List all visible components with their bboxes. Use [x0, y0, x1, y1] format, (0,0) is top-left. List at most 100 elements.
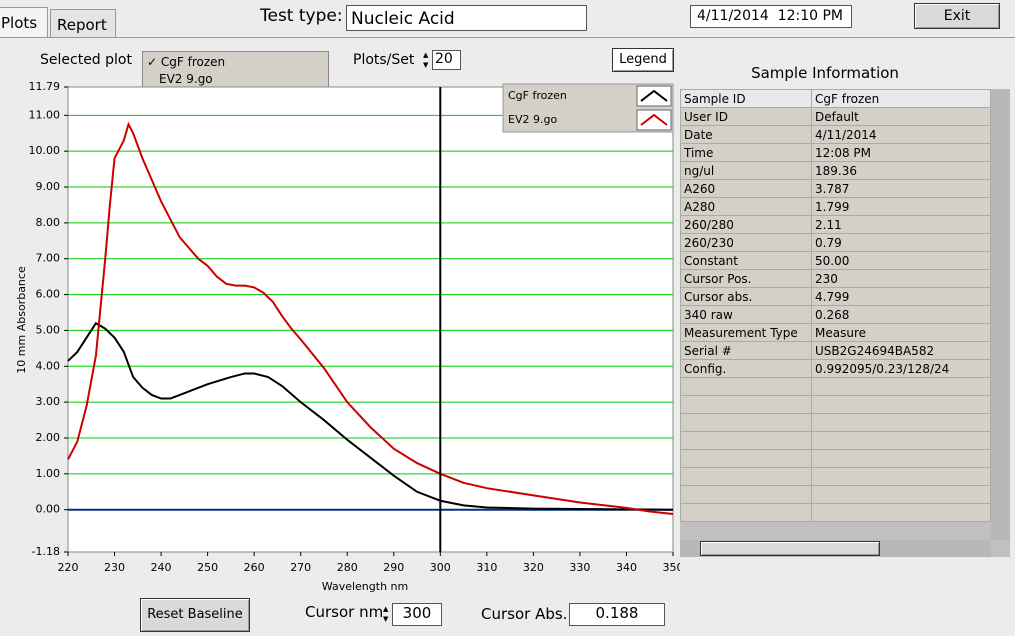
chart: Wavelength nm 10 mm Absorbance -1.18 0.00…	[15, 80, 681, 593]
info-label: A260	[680, 179, 812, 198]
cursor-abs-field: 0.188	[569, 603, 665, 626]
table-row	[680, 449, 991, 468]
y-tick-label: 3.00	[36, 395, 61, 408]
plot-item-text: EV2 9.go	[159, 72, 213, 86]
sample-info-panel: Sample ID CgF frozen User ID Default Date 4/1…	[680, 89, 1010, 557]
table-row	[680, 467, 991, 486]
tab[interactable]: Report	[50, 9, 116, 37]
table-row: Serial # USB2G24694BA582	[680, 341, 991, 360]
table-row: 340 raw 0.268	[680, 305, 991, 324]
data-line	[67, 121, 674, 515]
y-tick-label: 8.00	[36, 216, 61, 229]
x-tick-label: 220	[58, 561, 79, 574]
info-label: ng/ul	[680, 161, 812, 180]
table-row: Cursor Pos. 230	[680, 269, 991, 288]
y-tick-label: 1.00	[36, 467, 61, 480]
legend-button[interactable]: Legend	[612, 48, 674, 72]
spinner[interactable]: ▲ ▼	[383, 605, 389, 623]
x-tick-label: 270	[290, 561, 311, 574]
info-label	[680, 485, 812, 504]
y-tick-label: 7.00	[36, 252, 61, 265]
info-label	[680, 377, 812, 396]
plots-per-set-label: Plots/Set	[353, 52, 415, 68]
y-tick-label: 9.00	[36, 180, 61, 193]
scrollbar[interactable]	[991, 89, 1010, 540]
info-value: 4.799	[811, 287, 991, 306]
info-label: Measurement Type	[680, 323, 812, 342]
x-tick-label: 330	[569, 561, 590, 574]
info-value: 0.992095/0.23/128/24	[811, 359, 991, 378]
cursor-nm-field[interactable]: 300	[392, 603, 442, 626]
legend-label: CgF frozen	[508, 89, 567, 102]
info-label: Serial #	[680, 341, 812, 360]
info-label	[680, 467, 812, 486]
info-value	[811, 449, 991, 468]
x-tick-label: 260	[244, 561, 265, 574]
scrollbar[interactable]	[680, 540, 991, 557]
info-label	[680, 503, 812, 522]
plot-item[interactable]: ✓ CgF frozen	[147, 55, 226, 69]
table-row: Config. 0.992095/0.23/128/24	[680, 359, 991, 378]
selected-plot-label: Selected plot	[40, 52, 132, 68]
reset-baseline-button[interactable]: Reset Baseline	[140, 598, 250, 632]
info-label: Date	[680, 125, 812, 144]
x-tick-label: 350	[663, 561, 681, 574]
table-row: 260/230 0.79	[680, 233, 991, 252]
info-value: Measure	[811, 323, 991, 342]
scroll-thumb[interactable]	[700, 541, 880, 556]
info-value	[811, 395, 991, 414]
sample-info-title: Sample Information	[751, 64, 899, 82]
x-tick-label: 310	[476, 561, 497, 574]
exit-button[interactable]: Exit	[914, 3, 1000, 29]
y-tick-label: 11.79	[29, 80, 61, 93]
info-label: 260/280	[680, 215, 812, 234]
info-value	[811, 467, 991, 486]
tab[interactable]: Plots	[0, 7, 48, 37]
info-value	[811, 431, 991, 450]
info-label: Config.	[680, 359, 812, 378]
x-tick-label: 230	[104, 561, 125, 574]
legend: CgF frozen EV2 9.go	[502, 83, 674, 133]
cursor-nm-label: Cursor nm	[305, 603, 384, 621]
spinner[interactable]: ▲ ▼	[423, 51, 429, 69]
info-value: CgF frozen	[811, 89, 991, 108]
table-row: Measurement Type Measure	[680, 323, 991, 342]
y-tick-label: 11.00	[29, 108, 61, 121]
table-row: A280 1.799	[680, 197, 991, 216]
info-label	[680, 413, 812, 432]
info-value: 2.11	[811, 215, 991, 234]
info-label	[680, 431, 812, 450]
legend-swatch-box	[636, 85, 672, 107]
y-tick-label: 10.00	[29, 144, 61, 157]
plots-per-set-field[interactable]: 20	[432, 50, 461, 70]
info-value: 0.268	[811, 305, 991, 324]
test-type-label: Test type:	[260, 6, 343, 26]
table-row	[680, 377, 991, 396]
datetime-field: 4/11/2014 12:10 PM	[690, 5, 852, 28]
test-type-field[interactable]: Nucleic Acid	[346, 5, 587, 31]
plot-list[interactable]: ✓ CgF frozen EV2 9.go	[142, 51, 329, 90]
table-row	[680, 503, 991, 522]
legend-swatch	[640, 113, 668, 126]
table-row: ng/ul 189.36	[680, 161, 991, 180]
table-row: A260 3.787	[680, 179, 991, 198]
x-tick-label: 340	[616, 561, 637, 574]
info-label: A280	[680, 197, 812, 216]
info-value: 4/11/2014	[811, 125, 991, 144]
info-label: Cursor Pos.	[680, 269, 812, 288]
info-label: Sample ID	[680, 89, 812, 108]
table-row: Time 12:08 PM	[680, 143, 991, 162]
table-row: Date 4/11/2014	[680, 125, 991, 144]
x-axis-label: Wavelength nm	[322, 580, 408, 593]
y-tick-label: 6.00	[36, 288, 61, 301]
plot-item[interactable]: EV2 9.go	[147, 71, 324, 88]
x-tick-label: 290	[383, 561, 404, 574]
y-axis-label: 10 mm Absorbance	[15, 266, 28, 374]
legend-label: EV2 9.go	[508, 113, 557, 126]
table-row: User ID Default	[680, 107, 991, 126]
info-value: 1.799	[811, 197, 991, 216]
info-value	[811, 377, 991, 396]
table-row	[680, 413, 991, 432]
info-value: 230	[811, 269, 991, 288]
